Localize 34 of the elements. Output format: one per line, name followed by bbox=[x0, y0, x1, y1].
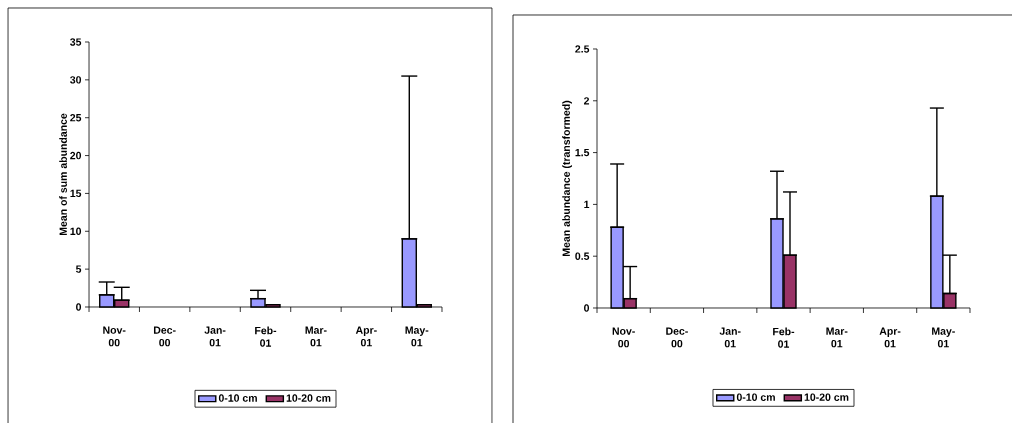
legend-label: 0-10 cm bbox=[736, 393, 775, 401]
y-tick-label: 20 bbox=[70, 151, 82, 160]
y-axis-title: Mean abundance (transformed) bbox=[562, 100, 573, 256]
y-tick-label: 0 bbox=[584, 304, 590, 312]
y-tick-label: 2.5 bbox=[575, 45, 590, 53]
y-tick-label: 1 bbox=[584, 200, 590, 208]
y-tick-label: 30 bbox=[70, 76, 82, 84]
y-tick-label: 5 bbox=[75, 265, 82, 273]
legend-label: 10-20 cm bbox=[286, 394, 331, 402]
x-tick-label: Apr-01 bbox=[879, 327, 901, 348]
x-tick-label: Nov-00 bbox=[612, 327, 635, 348]
x-tick-label: Feb-01 bbox=[773, 327, 795, 348]
legend-label: 0-10 cm bbox=[218, 394, 257, 402]
x-tick-label: Dec-00 bbox=[153, 326, 176, 347]
y-tick-label: 10 bbox=[70, 227, 82, 235]
x-tick-label: May-01 bbox=[932, 327, 955, 348]
x-tick-label: Dec-00 bbox=[666, 327, 688, 348]
y-tick-label: 1.5 bbox=[575, 148, 590, 157]
y-tick-label: 0 bbox=[76, 303, 82, 311]
x-tick-label: Nov-00 bbox=[103, 326, 126, 347]
x-tick-label: Mar-01 bbox=[305, 326, 327, 347]
x-tick-label: Jan-01 bbox=[719, 327, 741, 348]
y-tick-label: 15 bbox=[70, 189, 82, 198]
y-tick-label: 35 bbox=[70, 38, 82, 46]
y-tick-label: 0.5 bbox=[575, 252, 590, 260]
y-tick-label: 2 bbox=[583, 97, 590, 105]
x-tick-label: Mar-01 bbox=[826, 327, 848, 348]
x-tick-label: Feb-01 bbox=[255, 326, 277, 347]
y-tick-label: 25 bbox=[70, 114, 82, 122]
legend-label: 10-20 cm bbox=[804, 393, 849, 401]
x-tick-label: May-01 bbox=[405, 326, 429, 347]
y-axis-title: Mean of sum abundance bbox=[59, 113, 67, 236]
x-tick-label: Apr-01 bbox=[355, 326, 377, 347]
x-tick-label: Jan-01 bbox=[204, 326, 226, 347]
